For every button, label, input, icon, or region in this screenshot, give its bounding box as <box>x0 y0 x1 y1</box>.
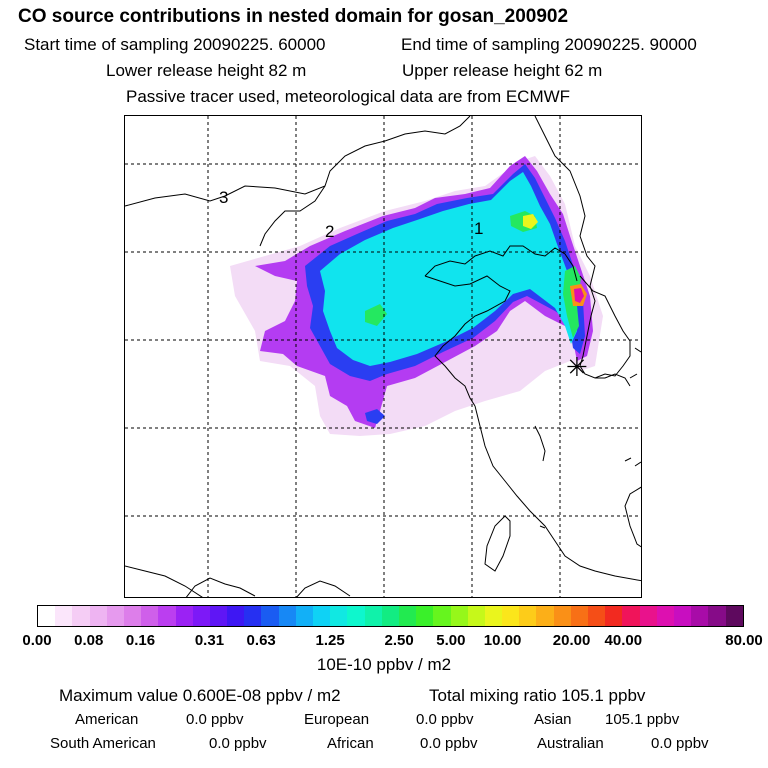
colorbar-tick-label: 0.31 <box>194 632 225 649</box>
south-american-label: South American <box>50 735 156 752</box>
american-label: American <box>75 711 139 728</box>
colorbar-tick-label: 5.00 <box>436 632 466 649</box>
colorbar <box>37 605 744 627</box>
colorbar-swatch <box>261 606 279 626</box>
colorbar-swatch <box>708 606 726 626</box>
colorbar-swatch <box>639 606 657 626</box>
colorbar-swatch <box>656 606 674 626</box>
european-value: 0.0 ppbv <box>416 711 474 728</box>
colorbar-tick-label: 0.00 <box>22 632 52 649</box>
concentration-plume <box>230 156 603 436</box>
south-american-value: 0.0 ppbv <box>209 735 267 752</box>
african-value: 0.0 ppbv <box>420 735 478 752</box>
total-mixing-ratio: Total mixing ratio 105.1 ppbv <box>429 686 646 705</box>
map-svg <box>125 116 641 597</box>
colorbar-tick-label: 1.25 <box>315 632 345 649</box>
colorbar-swatch <box>553 606 571 626</box>
colorbar-tick-label: 0.08 <box>74 632 104 649</box>
colorbar-swatch <box>38 606 56 626</box>
graticule <box>125 116 641 597</box>
colorbar-units: 10E-10 ppbv / m2 <box>316 655 452 674</box>
colorbar-swatch <box>209 606 228 626</box>
colorbar-swatch <box>278 606 296 626</box>
colorbar-swatch <box>295 606 313 626</box>
american-value: 0.0 ppbv <box>186 711 244 728</box>
colorbar-swatch <box>89 606 107 626</box>
colorbar-swatch <box>725 606 743 626</box>
receptor-marker-icon: ✳ <box>566 352 588 382</box>
colorbar-swatch <box>192 606 210 626</box>
colorbar-tick-label: 80.00 <box>725 632 763 649</box>
colorbar-swatch <box>227 606 245 626</box>
colorbar-swatch <box>502 606 520 626</box>
plot-title: CO source contributions in nested domain… <box>18 6 569 27</box>
colorbar-swatch <box>588 606 606 626</box>
asian-label: Asian <box>534 711 572 728</box>
colorbar-tick-label: 0.63 <box>246 632 276 649</box>
european-label: European <box>304 711 370 728</box>
colorbar-swatch <box>605 606 623 626</box>
colorbar-swatch <box>158 606 176 626</box>
colorbar-swatch <box>313 606 331 626</box>
colorbar-swatch <box>673 606 692 626</box>
colorbar-tick-label: 20.00 <box>552 632 591 649</box>
colorbar-tick-label: 10.00 <box>483 632 522 649</box>
colorbar-swatch <box>536 606 554 626</box>
colorbar-swatch <box>175 606 193 626</box>
colorbar-swatch <box>450 606 468 626</box>
colorbar-swatch <box>398 606 417 626</box>
colorbar-swatch <box>55 606 73 626</box>
colorbar-swatch <box>141 606 159 626</box>
colorbar-swatch <box>123 606 142 626</box>
tracer-note: Passive tracer used, meteorological data… <box>126 87 571 106</box>
colorbar-tick-label: 0.16 <box>125 632 156 649</box>
asian-value: 105.1 ppbv <box>605 711 680 728</box>
map-panel: 1 2 3 ✳ <box>124 115 642 598</box>
plume-green-3 <box>563 266 581 338</box>
colorbar-swatch <box>484 606 503 626</box>
colorbar-swatch <box>330 606 348 626</box>
colorbar-tick-label: 40.00 <box>604 632 643 649</box>
coastlines <box>125 116 641 597</box>
colorbar-swatch <box>519 606 537 626</box>
end-time: End time of sampling 20090225. 90000 <box>401 35 697 54</box>
region-label-1: 1 <box>474 219 484 238</box>
colorbar-swatch <box>691 606 709 626</box>
start-time: Start time of sampling 20090225. 60000 <box>24 35 326 54</box>
colorbar-swatch <box>570 606 588 626</box>
colorbar-swatch <box>364 606 382 626</box>
plume-yellow <box>523 214 538 229</box>
african-label: African <box>327 735 374 752</box>
lower-release-height: Lower release height 82 m <box>106 61 307 80</box>
colorbar-swatch <box>381 606 399 626</box>
colorbar-swatch <box>72 606 90 626</box>
colorbar-swatch <box>106 606 124 626</box>
plume-blob-south <box>365 409 385 424</box>
region-label-3: 3 <box>219 188 229 207</box>
colorbar-tick-label: 2.50 <box>384 632 414 649</box>
colorbar-swatch <box>347 606 365 626</box>
colorbar-swatch <box>622 606 640 626</box>
australian-value: 0.0 ppbv <box>651 735 709 752</box>
colorbar-swatch <box>244 606 262 626</box>
plume-magenta <box>574 288 584 303</box>
australian-label: Australian <box>537 735 604 752</box>
upper-release-height: Upper release height 62 m <box>402 61 603 80</box>
plume-green-1 <box>365 304 387 326</box>
colorbar-swatch <box>416 606 434 626</box>
colorbar-swatch <box>467 606 485 626</box>
region-label-2: 2 <box>325 222 335 241</box>
colorbar-swatch <box>433 606 451 626</box>
max-value: Maximum value 0.600E-08 ppbv / m2 <box>59 686 341 705</box>
